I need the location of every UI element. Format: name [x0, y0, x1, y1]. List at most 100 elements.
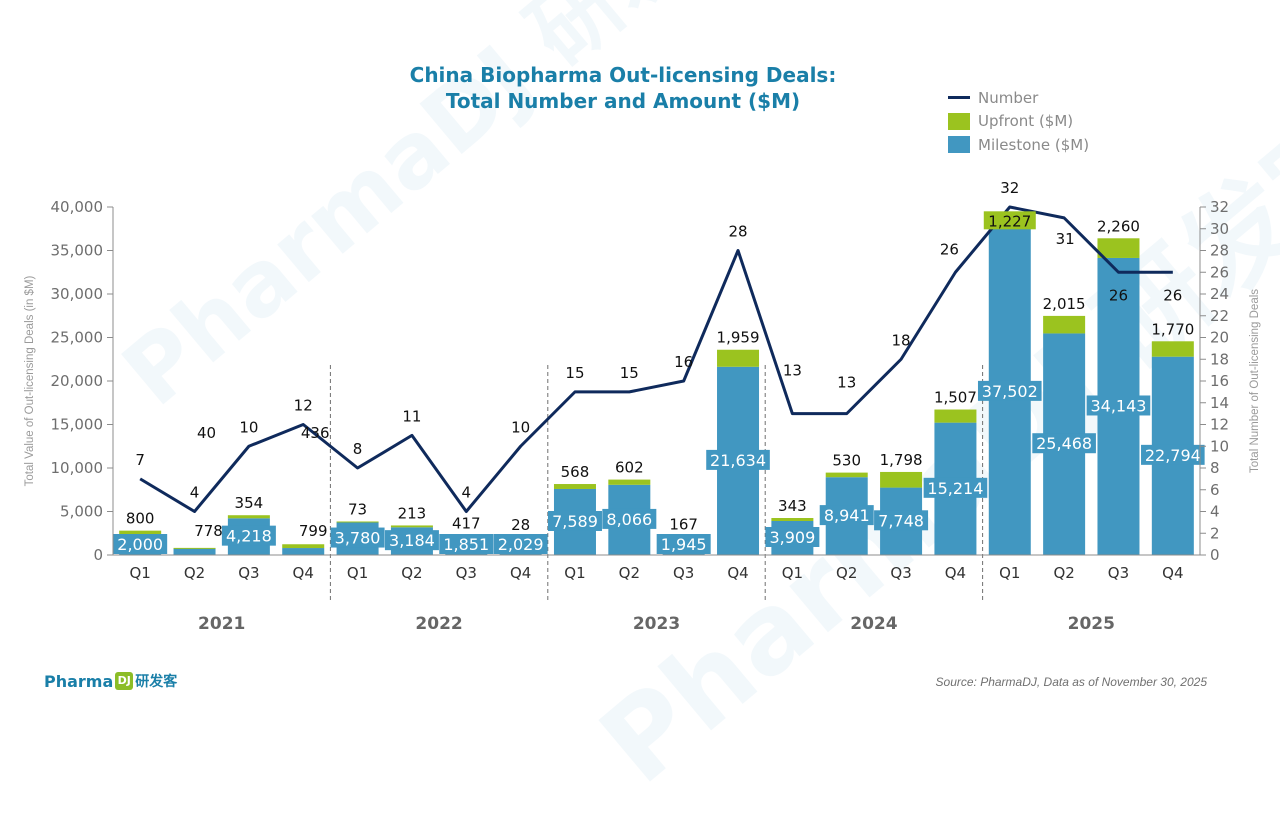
upfront-value-label: 568: [561, 463, 590, 481]
number-value-label: 31: [1056, 230, 1075, 248]
y-tick-label-right: 16: [1210, 372, 1229, 390]
number-value-label: 15: [565, 364, 584, 382]
number-value-label: 26: [1109, 286, 1128, 304]
y-tick-label-right: 14: [1210, 394, 1229, 412]
milestone-value-label: 799: [299, 522, 328, 540]
milestone-value-label: 3,184: [389, 531, 435, 550]
upfront-value-label: 1,770: [1151, 320, 1194, 338]
upfront-value-label: 530: [832, 452, 861, 470]
x-tick-label: Q1: [782, 564, 803, 582]
x-tick-label: Q2: [619, 564, 640, 582]
milestone-label-box: [1086, 395, 1151, 416]
year-label: 2023: [633, 614, 680, 634]
milestone-value-label: 21,634: [710, 451, 766, 470]
bar-upfront: [227, 515, 270, 519]
upfront-value-label: 28: [511, 516, 530, 534]
number-value-label: 13: [783, 362, 802, 380]
year-label: 2022: [415, 614, 462, 634]
legend-label-upfront: Upfront ($M): [978, 112, 1074, 131]
x-tick-label: Q3: [238, 564, 259, 582]
milestone-label-box: [1141, 444, 1205, 465]
milestone-value-label: 15,214: [927, 479, 983, 498]
bar-upfront: [390, 525, 433, 528]
bar-upfront: [771, 518, 814, 521]
milestone-label-box: [874, 510, 929, 531]
upfront-value-label: 602: [615, 459, 644, 477]
milestone-label-box: [1032, 433, 1096, 454]
legend-swatch-milestone: [948, 136, 970, 154]
y-tick-label-right: 6: [1210, 481, 1220, 499]
legend-item-milestone: Milestone ($M): [948, 133, 1089, 157]
x-tick-label: Q2: [1053, 564, 1074, 582]
source-note: Source: PharmaDJ, Data as of November 30…: [935, 675, 1207, 689]
number-value-label: 26: [1163, 286, 1182, 304]
milestone-value-label: 2,029: [498, 535, 544, 554]
number-value-label: 11: [402, 407, 421, 425]
number-value-label: 4: [462, 484, 472, 502]
milestone-value-label: 1,851: [443, 535, 489, 554]
x-tick-label: Q4: [293, 564, 314, 582]
bar-milestone: [173, 548, 216, 555]
upfront-value-label: 436: [301, 424, 330, 442]
x-tick-label: Q1: [564, 564, 585, 582]
y-tick-label-left: 0: [93, 546, 103, 564]
bar-upfront: [282, 544, 325, 549]
milestone-label-box: [602, 508, 657, 529]
x-tick-label: Q1: [999, 564, 1020, 582]
bar-upfront: [880, 471, 923, 488]
y-tick-label-left: 40,000: [51, 198, 104, 216]
year-label: 2021: [198, 614, 245, 634]
y-tick-label-left: 15,000: [51, 416, 104, 434]
year-label: 2024: [850, 614, 897, 634]
y-tick-label-right: 12: [1210, 416, 1229, 434]
bar-upfront: [173, 547, 216, 549]
upfront-value-label: 1,798: [880, 451, 923, 469]
legend-swatch-upfront: [948, 112, 970, 130]
upfront-value-label: 1,507: [934, 389, 977, 407]
upfront-value-label: 213: [398, 504, 427, 522]
legend-item-number: Number: [948, 86, 1089, 110]
y-tick-label-right: 28: [1210, 242, 1229, 260]
y-tick-label-right: 20: [1210, 329, 1229, 347]
y-tick-label-right: 8: [1210, 459, 1220, 477]
bar-upfront: [934, 409, 977, 423]
milestone-value-label: 778: [194, 522, 223, 540]
x-tick-label: Q4: [510, 564, 531, 582]
x-tick-label: Q3: [890, 564, 911, 582]
y-tick-label-right: 22: [1210, 307, 1229, 325]
x-tick-label: Q3: [1108, 564, 1129, 582]
logo-chinese-text: 研发客: [135, 674, 178, 690]
milestone-label-box: [977, 380, 1042, 401]
upfront-value-label: 1,959: [717, 329, 760, 347]
milestone-value-label: 25,468: [1036, 434, 1092, 453]
bar-upfront: [825, 472, 868, 478]
y-tick-label-right: 26: [1210, 263, 1229, 281]
milestone-label-box: [493, 534, 548, 554]
number-value-label: 28: [728, 223, 747, 241]
number-value-label: 4: [190, 484, 200, 502]
x-tick-label: Q3: [456, 564, 477, 582]
y-tick-label-right: 0: [1210, 546, 1220, 564]
y-tick-label-left: 30,000: [51, 285, 104, 303]
legend-item-upfront: Upfront ($M): [948, 110, 1089, 134]
chart-title: China Biopharma Out-licensing Deals: Tot…: [0, 62, 1246, 114]
x-tick-label: Q4: [945, 564, 966, 582]
number-value-label: 15: [620, 364, 639, 382]
y-tick-label-right: 2: [1210, 524, 1220, 542]
milestone-value-label: 2,000: [117, 535, 163, 554]
number-value-label: 26: [940, 240, 959, 258]
logo-text: Pharma: [44, 671, 114, 691]
y-tick-label-right: 24: [1210, 285, 1229, 303]
milestone-label-box: [547, 510, 602, 531]
milestone-value-label: 37,502: [982, 382, 1038, 401]
x-tick-label: Q1: [129, 564, 150, 582]
chart-title-line-2: Total Number and Amount ($M): [445, 89, 801, 113]
number-value-label: 13: [837, 374, 856, 392]
milestone-label-box: [819, 505, 874, 526]
milestone-label-box: [765, 526, 820, 547]
bar-upfront: [608, 479, 651, 485]
bar-upfront: [1043, 315, 1086, 334]
milestone-value-label: 8,941: [824, 506, 870, 525]
milestone-value-label: 1,945: [661, 535, 707, 554]
x-tick-label: Q4: [1162, 564, 1183, 582]
